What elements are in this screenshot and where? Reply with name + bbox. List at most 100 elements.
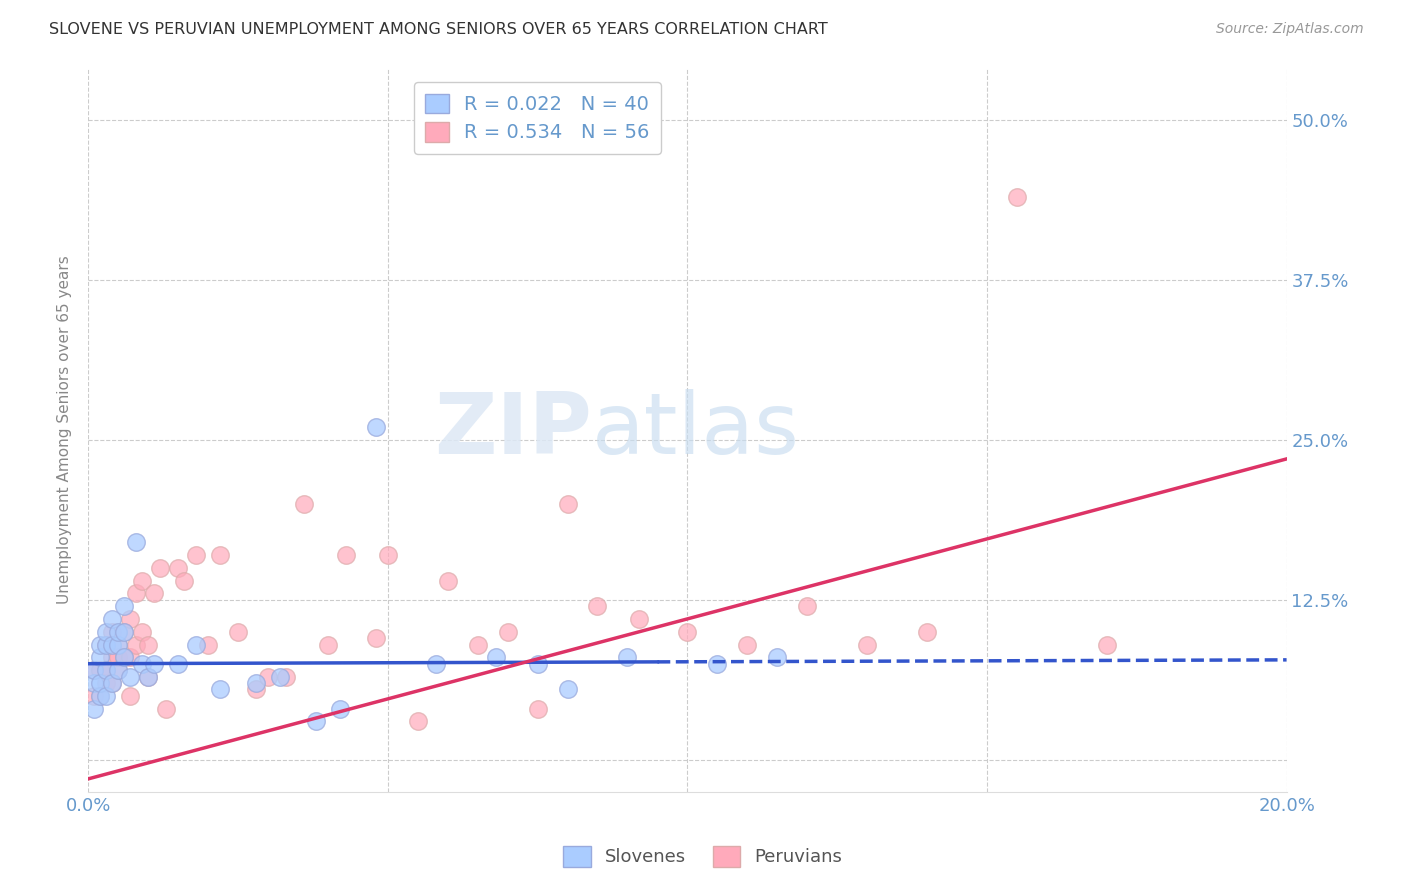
Point xyxy=(107,650,129,665)
Point xyxy=(101,612,124,626)
Point xyxy=(89,638,111,652)
Point xyxy=(107,638,129,652)
Point xyxy=(628,612,651,626)
Point xyxy=(676,624,699,639)
Point xyxy=(436,574,458,588)
Point xyxy=(557,497,579,511)
Point xyxy=(406,714,429,729)
Point xyxy=(112,624,135,639)
Point xyxy=(377,548,399,562)
Point xyxy=(131,657,153,671)
Text: SLOVENE VS PERUVIAN UNEMPLOYMENT AMONG SENIORS OVER 65 YEARS CORRELATION CHART: SLOVENE VS PERUVIAN UNEMPLOYMENT AMONG S… xyxy=(49,22,828,37)
Point xyxy=(136,669,159,683)
Point xyxy=(107,663,129,677)
Text: ZIP: ZIP xyxy=(433,389,592,472)
Point xyxy=(167,657,190,671)
Point xyxy=(485,650,508,665)
Point xyxy=(737,638,759,652)
Y-axis label: Unemployment Among Seniors over 65 years: Unemployment Among Seniors over 65 years xyxy=(58,256,72,605)
Legend: Slovenes, Peruvians: Slovenes, Peruvians xyxy=(557,838,849,874)
Point xyxy=(526,657,548,671)
Point xyxy=(526,701,548,715)
Point xyxy=(305,714,328,729)
Point xyxy=(335,548,357,562)
Point xyxy=(167,560,190,574)
Point xyxy=(208,548,231,562)
Point xyxy=(107,638,129,652)
Point xyxy=(101,650,124,665)
Point xyxy=(143,586,166,600)
Point xyxy=(316,638,339,652)
Point xyxy=(89,689,111,703)
Point xyxy=(94,624,117,639)
Point xyxy=(269,669,291,683)
Point xyxy=(143,657,166,671)
Point xyxy=(125,586,148,600)
Point xyxy=(83,663,105,677)
Point xyxy=(796,599,818,613)
Point xyxy=(136,638,159,652)
Point xyxy=(245,682,267,697)
Point xyxy=(101,676,124,690)
Point xyxy=(125,638,148,652)
Point xyxy=(101,676,124,690)
Text: atlas: atlas xyxy=(592,389,800,472)
Point xyxy=(557,682,579,697)
Point xyxy=(616,650,638,665)
Point xyxy=(83,689,105,703)
Point xyxy=(364,420,387,434)
Point xyxy=(856,638,879,652)
Point xyxy=(131,574,153,588)
Point xyxy=(107,663,129,677)
Point xyxy=(131,624,153,639)
Point xyxy=(89,650,111,665)
Point xyxy=(101,638,124,652)
Point xyxy=(149,560,172,574)
Point xyxy=(184,638,207,652)
Point xyxy=(89,676,111,690)
Point xyxy=(184,548,207,562)
Legend: R = 0.022   N = 40, R = 0.534   N = 56: R = 0.022 N = 40, R = 0.534 N = 56 xyxy=(413,82,661,154)
Point xyxy=(112,599,135,613)
Point xyxy=(94,676,117,690)
Point xyxy=(83,676,105,690)
Point xyxy=(257,669,280,683)
Point xyxy=(83,701,105,715)
Point xyxy=(226,624,249,639)
Point xyxy=(915,624,938,639)
Point xyxy=(766,650,789,665)
Point xyxy=(245,676,267,690)
Point xyxy=(101,624,124,639)
Text: Source: ZipAtlas.com: Source: ZipAtlas.com xyxy=(1216,22,1364,37)
Point xyxy=(120,650,142,665)
Point xyxy=(94,663,117,677)
Point xyxy=(1005,189,1028,203)
Point xyxy=(94,638,117,652)
Point xyxy=(94,663,117,677)
Point xyxy=(364,631,387,645)
Point xyxy=(112,650,135,665)
Point xyxy=(112,624,135,639)
Point xyxy=(274,669,297,683)
Point xyxy=(173,574,195,588)
Point xyxy=(292,497,315,511)
Point xyxy=(120,689,142,703)
Point xyxy=(467,638,489,652)
Point xyxy=(208,682,231,697)
Point xyxy=(94,638,117,652)
Point xyxy=(586,599,609,613)
Point xyxy=(425,657,447,671)
Point xyxy=(136,669,159,683)
Point xyxy=(89,663,111,677)
Point xyxy=(197,638,219,652)
Point xyxy=(120,669,142,683)
Point xyxy=(329,701,352,715)
Point xyxy=(112,650,135,665)
Point xyxy=(496,624,519,639)
Point xyxy=(94,689,117,703)
Point xyxy=(1095,638,1118,652)
Point xyxy=(155,701,177,715)
Point xyxy=(706,657,728,671)
Point xyxy=(89,689,111,703)
Point xyxy=(107,624,129,639)
